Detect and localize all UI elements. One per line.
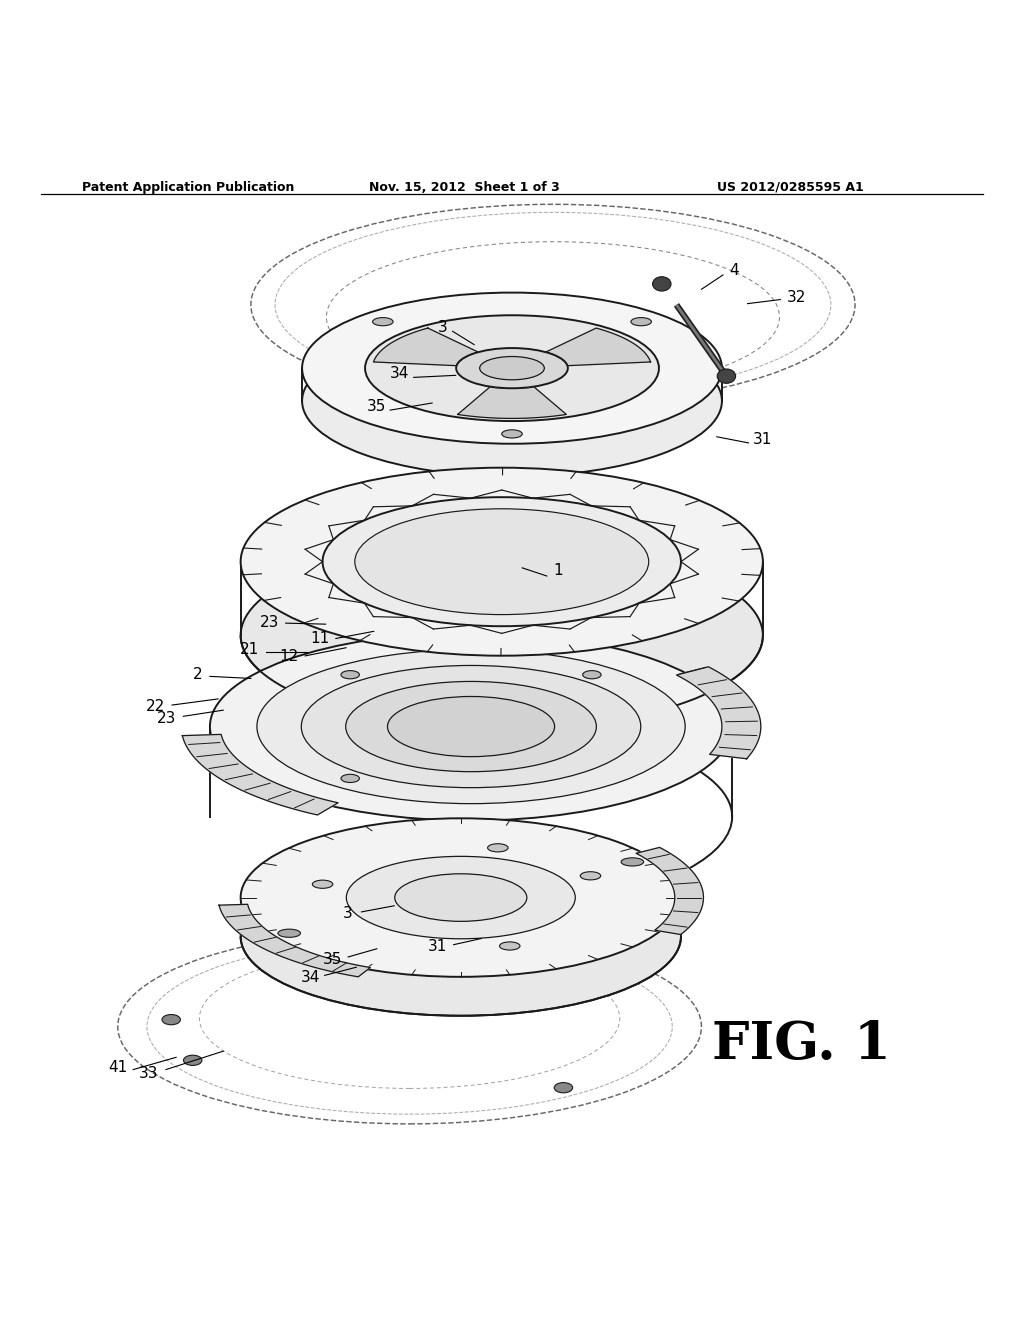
Ellipse shape xyxy=(373,318,393,326)
Text: 21: 21 xyxy=(241,643,259,657)
Ellipse shape xyxy=(241,541,763,730)
Ellipse shape xyxy=(622,858,644,866)
Ellipse shape xyxy=(366,315,659,421)
Text: Nov. 15, 2012  Sheet 1 of 3: Nov. 15, 2012 Sheet 1 of 3 xyxy=(369,181,559,194)
Ellipse shape xyxy=(583,671,601,678)
Text: 41: 41 xyxy=(109,1060,127,1074)
Ellipse shape xyxy=(302,325,722,477)
Ellipse shape xyxy=(257,649,685,804)
Ellipse shape xyxy=(341,671,359,678)
Ellipse shape xyxy=(162,1015,180,1024)
Ellipse shape xyxy=(241,818,681,977)
Polygon shape xyxy=(458,387,566,418)
Ellipse shape xyxy=(241,857,681,1015)
Ellipse shape xyxy=(652,277,671,292)
Ellipse shape xyxy=(500,942,520,950)
Polygon shape xyxy=(677,667,761,759)
Text: 3: 3 xyxy=(437,319,447,335)
Ellipse shape xyxy=(502,430,522,438)
Ellipse shape xyxy=(346,681,596,772)
Ellipse shape xyxy=(456,348,568,388)
Ellipse shape xyxy=(210,632,732,821)
Ellipse shape xyxy=(341,775,359,783)
Text: 22: 22 xyxy=(146,698,165,714)
Text: 3: 3 xyxy=(343,907,353,921)
Ellipse shape xyxy=(387,697,555,756)
Text: 31: 31 xyxy=(428,940,446,954)
Ellipse shape xyxy=(301,665,641,788)
Text: 12: 12 xyxy=(280,649,298,664)
Text: US 2012/0285595 A1: US 2012/0285595 A1 xyxy=(717,181,863,194)
Text: 34: 34 xyxy=(301,970,319,985)
Text: 32: 32 xyxy=(787,290,806,305)
Ellipse shape xyxy=(241,467,763,656)
Ellipse shape xyxy=(479,356,545,380)
Text: 34: 34 xyxy=(390,366,409,380)
Ellipse shape xyxy=(631,318,651,326)
Ellipse shape xyxy=(355,508,649,615)
Text: 35: 35 xyxy=(324,952,342,966)
Ellipse shape xyxy=(323,498,681,626)
Text: 33: 33 xyxy=(138,1067,159,1081)
Ellipse shape xyxy=(346,857,575,939)
Text: 23: 23 xyxy=(260,615,279,630)
Ellipse shape xyxy=(581,871,601,880)
Text: 11: 11 xyxy=(310,631,329,645)
Text: Patent Application Publication: Patent Application Publication xyxy=(82,181,294,194)
Ellipse shape xyxy=(312,880,333,888)
Ellipse shape xyxy=(487,843,508,851)
Polygon shape xyxy=(182,734,338,814)
Ellipse shape xyxy=(278,929,300,937)
Ellipse shape xyxy=(554,1082,572,1093)
Text: 2: 2 xyxy=(193,667,203,682)
Text: 35: 35 xyxy=(368,399,386,413)
Text: 31: 31 xyxy=(754,433,772,447)
Polygon shape xyxy=(636,847,703,935)
Text: 23: 23 xyxy=(158,711,176,726)
Text: 4: 4 xyxy=(729,264,739,279)
Polygon shape xyxy=(219,904,371,977)
Text: FIG. 1: FIG. 1 xyxy=(712,1019,891,1069)
Text: 1: 1 xyxy=(553,564,563,578)
Ellipse shape xyxy=(302,293,722,444)
Polygon shape xyxy=(546,329,650,366)
Ellipse shape xyxy=(717,370,735,383)
Ellipse shape xyxy=(394,874,526,921)
Polygon shape xyxy=(374,329,478,366)
Ellipse shape xyxy=(183,1055,202,1065)
